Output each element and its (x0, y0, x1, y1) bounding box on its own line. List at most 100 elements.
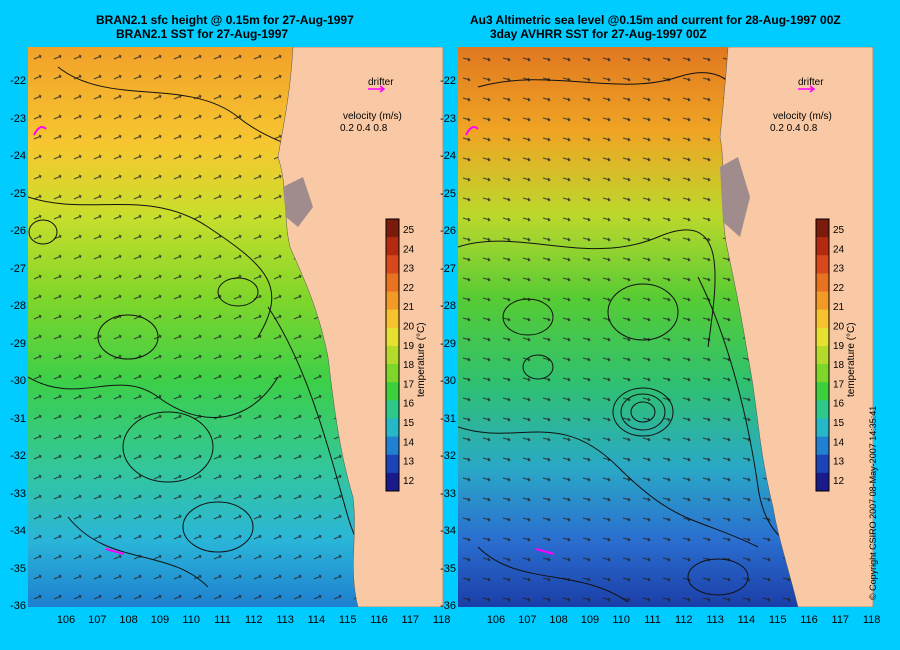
right-y-tick: -25 (440, 187, 456, 200)
right-y-tick: -34 (440, 525, 456, 537)
left-y-tick: -33 (10, 487, 26, 500)
left-colorbar-tick: 20 (403, 322, 415, 333)
left-x-tick: 113 (276, 614, 294, 626)
right-y-tick: -33 (440, 487, 456, 500)
right-y-tick: -26 (440, 225, 456, 237)
left-colorbar-segment (386, 454, 399, 474)
left-x-tick: 110 (182, 614, 200, 626)
right-x-tick: 114 (737, 614, 756, 626)
right-y-tick: -30 (440, 375, 456, 387)
right-x-tick: 107 (518, 614, 537, 626)
right-colorbar-tick: 18 (833, 360, 845, 371)
right-colorbar-tick: 13 (833, 457, 845, 468)
right-y-tick: -22 (440, 75, 456, 87)
left-y-tick: -23 (10, 112, 26, 125)
right-colorbar-segment (816, 237, 829, 256)
right-x-tick: 108 (549, 614, 568, 626)
left-y-tick: -24 (10, 150, 26, 162)
left-colorbar-tick: 12 (403, 476, 415, 487)
left-colorbar-segment (386, 472, 399, 492)
left-y-tick: -32 (10, 450, 26, 462)
right-colorbar-tick: 17 (833, 379, 845, 390)
right-x-tick: 106 (486, 614, 506, 626)
right-colorbar-segment (816, 327, 829, 347)
left-colorbar-segment (386, 418, 399, 438)
left-colorbar-tick: 22 (403, 283, 415, 294)
right-colorbar-tick: 19 (833, 341, 845, 352)
left-x-tick: 106 (56, 614, 76, 626)
left-y-tick: -34 (10, 525, 26, 537)
right-y-tick: -35 (440, 562, 456, 575)
right-colorbar-segment (816, 309, 829, 329)
left-title-line2: BRAN2.1 SST for 27-Aug-1997 (116, 27, 289, 41)
left-x-tick: 118 (432, 614, 451, 626)
left-colorbar-segment (386, 382, 399, 401)
left-velocity-label: velocity (m/s) (343, 111, 402, 122)
right-x-tick: 112 (675, 614, 693, 626)
left-x-tick: 117 (401, 614, 420, 626)
left-y-tick: -27 (10, 262, 26, 275)
left-y-tick: -30 (10, 375, 26, 387)
left-y-tick: -29 (10, 337, 26, 350)
right-colorbar-tick: 24 (833, 244, 845, 255)
right-colorbar-segment (816, 364, 829, 383)
right-title-line2: 3day AVHRR SST for 27-Aug-1997 00Z (490, 27, 707, 41)
left-colorbar-tick: 21 (403, 302, 415, 313)
left-colorbar-tick: 24 (403, 244, 415, 255)
right-colorbar (815, 218, 830, 492)
right-colorbar-tick: 25 (833, 225, 845, 236)
right-y-tick: -24 (440, 150, 456, 162)
right-x-tick: 117 (831, 614, 850, 626)
right-x-tick: 109 (580, 614, 600, 626)
right-colorbar-segment (816, 273, 829, 293)
left-colorbar-segment (386, 436, 399, 456)
right-colorbar-tick: 14 (833, 437, 845, 448)
left-x-tick: 115 (338, 614, 357, 626)
right-colorbar-segment (816, 255, 829, 274)
right-colorbar-tick: 12 (833, 476, 845, 487)
right-y-tick: -32 (440, 450, 456, 462)
right-title-line1: Au3 Altimetric sea level @0.15m and curr… (470, 13, 841, 27)
left-colorbar-segment (386, 255, 399, 274)
left-x-tick: 107 (88, 614, 107, 626)
left-y-tick: -35 (10, 562, 26, 575)
left-map-panel: velocity (m/s) 0.2 0.4 0.8 drifter 25 24 2… (28, 47, 443, 607)
right-colorbar-segment (816, 472, 829, 492)
left-drifter-label: drifter (368, 77, 394, 88)
right-x-tick: 116 (800, 614, 818, 626)
right-y-tick: -36 (440, 600, 456, 612)
left-colorbar-tick: 17 (403, 379, 415, 390)
left-x-tick: 116 (370, 614, 388, 626)
left-map: velocity (m/s) 0.2 0.4 0.8 drifter 25 24 2… (28, 47, 443, 607)
right-colorbar-segment (816, 382, 829, 401)
right-y-tick: -29 (440, 337, 456, 350)
left-colorbar-tick: 13 (403, 457, 415, 468)
right-colorbar-segment (816, 454, 829, 474)
right-x-tick: 110 (612, 614, 630, 626)
right-x-tick: 111 (644, 614, 661, 626)
right-x-tick: 115 (768, 614, 787, 626)
left-y-tick: -31 (10, 412, 26, 425)
copyright-text: © Copyright CSIRO 2007 08-May-2007 14:35… (868, 405, 878, 600)
right-colorbar-label: temperature (°C) (846, 322, 857, 397)
right-colorbar-segment (816, 345, 829, 365)
left-y-tick: -28 (10, 300, 26, 312)
right-x-tick: 113 (706, 614, 724, 626)
right-map-panel: velocity (m/s) 0.2 0.4 0.8 drifter 25 24 2… (458, 47, 873, 607)
right-colorbar-tick: 16 (833, 399, 845, 410)
right-colorbar-segment (816, 400, 829, 419)
left-colorbar-tick: 19 (403, 341, 415, 352)
left-colorbar-segment (386, 273, 399, 293)
right-colorbar-segment (816, 291, 829, 311)
right-x-tick: 118 (862, 614, 881, 626)
left-colorbar-segment (386, 291, 399, 311)
right-colorbar-segment (816, 219, 829, 238)
right-colorbar-tick: 22 (833, 283, 845, 294)
left-title-line1: BRAN2.1 sfc height @ 0.15m for 27-Aug-19… (96, 13, 354, 27)
right-y-tick: -23 (440, 112, 456, 125)
left-colorbar-segment (386, 237, 399, 256)
left-y-tick: -25 (10, 187, 26, 200)
left-y-tick: -26 (10, 225, 26, 237)
left-x-tick: 112 (245, 614, 263, 626)
right-colorbar-tick: 23 (833, 264, 845, 275)
